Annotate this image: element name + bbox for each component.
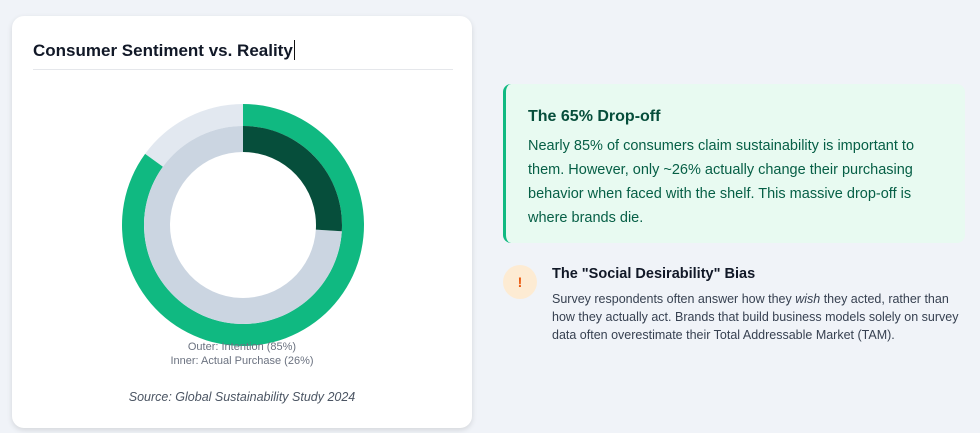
chart-card: Consumer Sentiment vs. Reality Outer: In… — [12, 16, 472, 428]
callout-title: The 65% Drop-off — [528, 108, 661, 125]
exclamation-icon: ! — [503, 265, 537, 299]
bias-body-text-end: they acted, rather than how they actuall… — [552, 292, 959, 342]
bias-body-text: Survey respondents often answer how they — [552, 292, 796, 306]
bias-body-emphasis: wish — [795, 292, 821, 306]
bias-title: The "Social Desirability" Bias — [552, 266, 756, 282]
callout-body: Nearly 85% of consumers claim sustainabi… — [528, 138, 915, 226]
legend-inner: Inner: Actual Purchase (26%) — [170, 355, 314, 367]
text-cursor — [293, 40, 295, 60]
divider — [33, 69, 453, 70]
legend-outer: Outer: Intention (85%) — [187, 341, 297, 353]
source-note: Source: Global Sustainability Study 2024 — [128, 390, 356, 404]
outer-ring-remainder — [145, 104, 243, 167]
inner-ring-actual-purchase-segment — [243, 126, 342, 232]
nested-donut-chart — [121, 104, 364, 346]
chart-legend: Outer: Intention (85%) Inner: Actual Pur… — [12, 340, 472, 368]
bias-body: Survey respondents often answer how they… — [552, 290, 962, 344]
card-title: Consumer Sentiment vs. Reality — [33, 40, 295, 61]
drop-off-callout: The 65% Drop-off Nearly 85% of consumers… — [503, 84, 965, 243]
card-title-text: Consumer Sentiment vs. Reality — [33, 41, 293, 60]
